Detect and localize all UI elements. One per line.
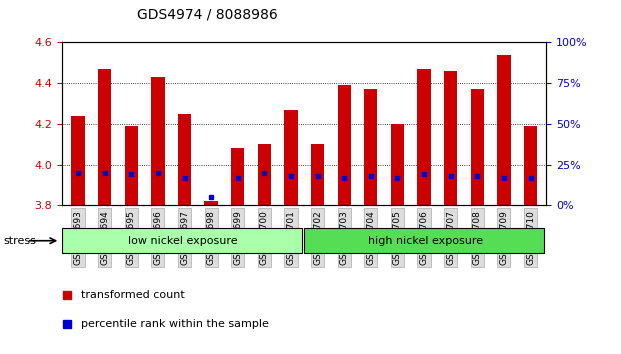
- Bar: [391, 124, 404, 205]
- Bar: [258, 144, 271, 205]
- Bar: [231, 148, 245, 205]
- Text: high nickel exposure: high nickel exposure: [368, 236, 483, 246]
- Bar: [364, 89, 378, 205]
- Bar: [444, 71, 457, 205]
- Text: stress: stress: [3, 236, 36, 246]
- Bar: [417, 69, 431, 205]
- FancyBboxPatch shape: [304, 228, 544, 253]
- Bar: [497, 55, 510, 205]
- Text: GDS4974 / 8088986: GDS4974 / 8088986: [137, 7, 278, 21]
- Bar: [125, 126, 138, 205]
- Bar: [98, 69, 111, 205]
- FancyBboxPatch shape: [62, 228, 302, 253]
- Bar: [204, 201, 218, 205]
- Bar: [338, 85, 351, 205]
- Text: low nickel exposure: low nickel exposure: [129, 236, 238, 246]
- Text: transformed count: transformed count: [81, 290, 185, 300]
- Bar: [311, 144, 324, 205]
- Bar: [152, 77, 165, 205]
- Bar: [178, 114, 191, 205]
- Text: percentile rank within the sample: percentile rank within the sample: [81, 319, 270, 329]
- Bar: [524, 126, 537, 205]
- Bar: [71, 116, 84, 205]
- Bar: [471, 89, 484, 205]
- Bar: [284, 110, 297, 205]
